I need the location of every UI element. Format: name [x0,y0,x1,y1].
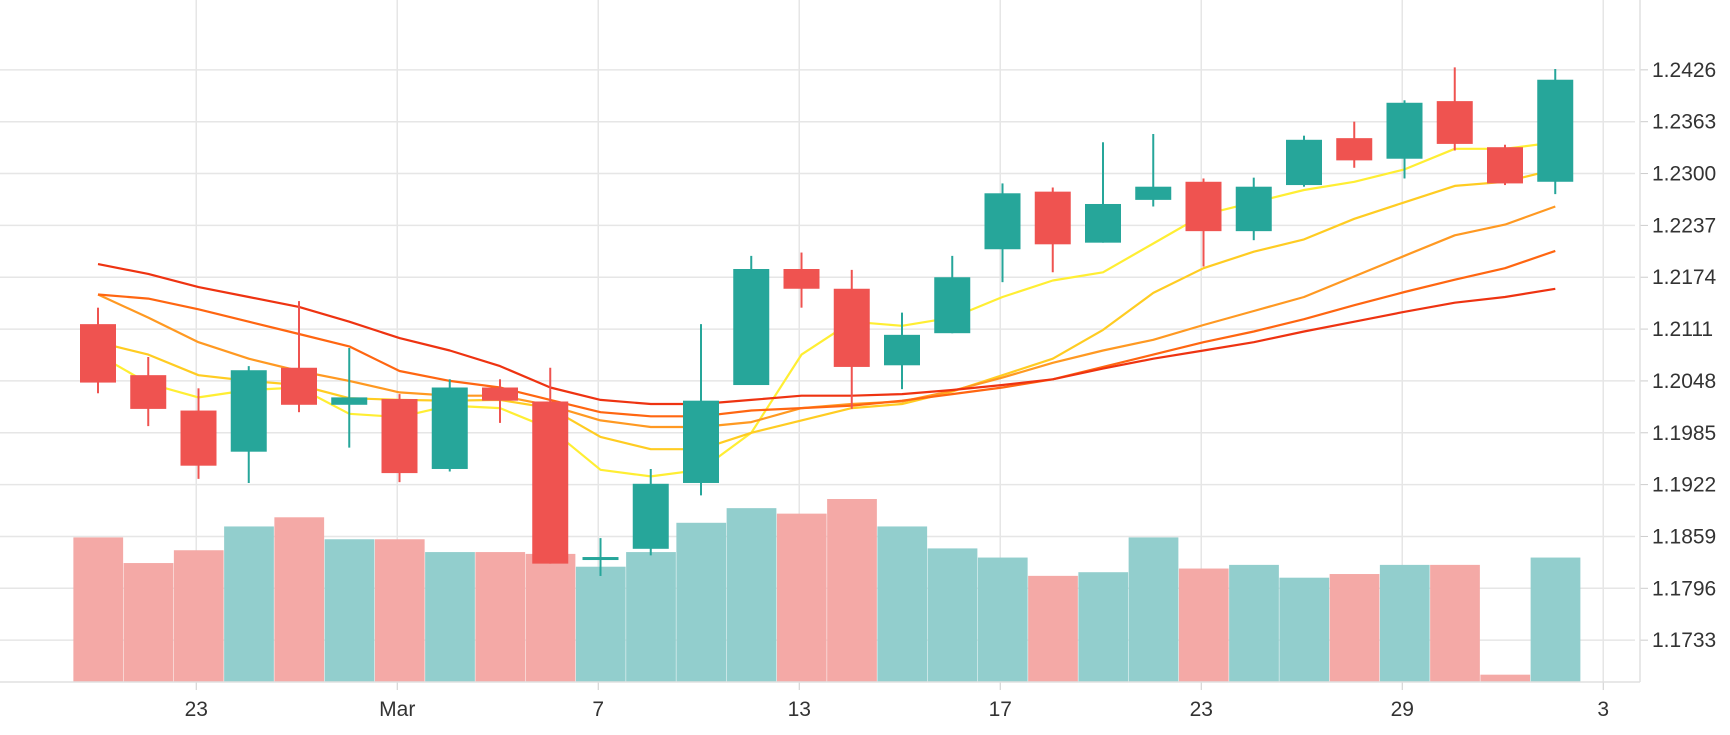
volume-bar [274,517,325,682]
candle-body-down [1436,101,1473,144]
candle-body-up [1235,186,1272,232]
volume-bar [374,539,425,682]
candle-body-up [984,193,1021,250]
volume-bar [1480,674,1531,682]
candle-body-down [281,367,317,405]
volume-bar [1279,577,1330,682]
volume-bar [776,513,827,682]
volume-bar [575,566,626,682]
y-tick-label: 1.2426 [1652,59,1716,82]
y-tick-label: 1.2174 [1652,266,1717,289]
y-tick-label: 1.2111 [1652,318,1713,341]
volume-bar [525,553,576,682]
candle-body-down [482,387,518,401]
candle-body-up [884,334,920,366]
y-axis: 1.2426 1.2363 1.2300 1.2237 1.2174 1.2111 1.20… [1639,0,1717,682]
candle-body-up [934,277,971,334]
x-axis: 23 Mar 7 13 17 23 29 3 [0,681,1640,721]
x-tick-label: 3 [1597,698,1609,721]
volume-bar [1530,557,1581,682]
volume-bar [1078,572,1129,682]
volume-bar [676,522,727,682]
x-tick-label: Mar [379,698,415,721]
volume-bar [73,537,124,682]
volume-bar [977,557,1028,682]
volume-bar [1379,564,1430,682]
candle-body-down [1185,181,1222,232]
volume-bars [73,499,1581,682]
y-tick-label: 1.1922 [1652,474,1716,497]
candle-body-up [683,400,719,483]
moving-average-line [97,141,1556,478]
y-tick-label: 1.1796 [1652,577,1716,600]
y-tick-label: 1.2048 [1652,370,1716,393]
candle-body-down [1487,147,1523,184]
candle-body-up [230,370,267,452]
candle-body-up [1085,203,1121,243]
y-tick-label: 1.1859 [1652,525,1716,548]
candle-body-up [582,557,619,561]
x-tick-label: 29 [1391,698,1414,721]
y-tick-label: 1.2300 [1652,163,1716,186]
x-tick-label: 17 [989,698,1012,721]
volume-bar [1028,575,1078,682]
candle-body-up [331,397,368,405]
y-tick-label: 1.2363 [1652,111,1716,134]
volume-bar [1329,574,1380,682]
y-tick-label: 1.2237 [1652,214,1716,237]
x-tick-label: 7 [592,698,604,721]
candle-body-up [431,387,468,469]
x-tick-label: 23 [185,698,208,721]
volume-bar [626,552,676,682]
volume-bar [123,563,174,682]
volume-bar [827,499,877,682]
y-tick-label: 1.1733 [1652,629,1716,652]
volume-bar [1128,537,1179,682]
x-tick-label: 13 [788,698,811,721]
volume-bar [475,552,526,682]
candle-body-down [1034,191,1071,245]
candles [80,67,1574,576]
y-tick-label: 1.1985 [1652,422,1716,445]
candle-body-down [180,410,217,466]
x-tick-label: 23 [1190,698,1213,721]
volume-bar [224,526,274,682]
volume-bar [927,548,978,682]
volume-bar [1229,564,1279,682]
volume-bar [425,552,475,682]
candle-body-down [532,401,569,564]
moving-average-lines [97,141,1556,478]
candle-body-up [1537,79,1574,182]
candle-body-down [381,399,418,474]
candle-body-up [632,483,669,549]
moving-average-line [97,168,1556,451]
candle-body-down [1336,138,1373,161]
moving-average-line [97,263,1556,406]
candle-body-up [733,269,770,386]
volume-bar [324,539,375,682]
volume-bar [1430,564,1480,682]
candle-body-down [130,375,167,409]
volume-bar [877,526,928,682]
volume-bar [173,550,224,682]
candle-body-up [1386,102,1423,159]
candle-body-up [1286,139,1322,186]
candle-body-down [80,324,116,383]
candle-body-down [833,288,870,367]
volume-bar [1178,568,1229,682]
volume-bar [726,508,777,682]
candle-body-down [783,269,820,289]
moving-average-line [97,249,1556,418]
candle-body-up [1135,186,1172,200]
